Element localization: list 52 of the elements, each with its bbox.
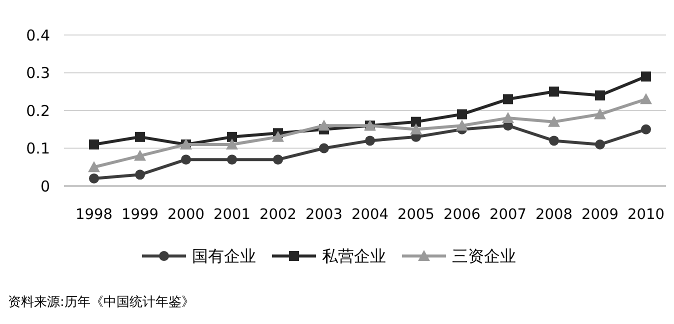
point bbox=[318, 120, 330, 131]
point bbox=[227, 132, 237, 142]
y-tick-label: 0.1 bbox=[26, 140, 50, 158]
point bbox=[641, 124, 651, 134]
x-tick-label: 2006 bbox=[444, 207, 480, 223]
y-tick-label: 0.2 bbox=[26, 102, 50, 120]
point bbox=[549, 136, 559, 146]
x-tick-label: 2010 bbox=[628, 207, 664, 223]
x-tick-label: 1998 bbox=[76, 207, 112, 223]
legend-label: 三资企业 bbox=[452, 246, 516, 266]
point bbox=[272, 130, 284, 142]
point bbox=[640, 93, 652, 104]
point bbox=[548, 116, 560, 127]
point bbox=[594, 108, 606, 120]
point bbox=[641, 72, 651, 82]
point bbox=[181, 154, 191, 165]
point bbox=[89, 173, 99, 184]
point bbox=[503, 94, 513, 104]
point bbox=[273, 154, 283, 165]
x-tick-label: 2001 bbox=[214, 207, 250, 223]
x-tick-label: 2002 bbox=[260, 207, 296, 223]
point bbox=[135, 132, 145, 142]
point bbox=[456, 120, 468, 131]
point bbox=[226, 138, 238, 150]
x-tick-label: 2003 bbox=[306, 207, 342, 223]
x-tick-label: 2007 bbox=[490, 207, 526, 223]
point bbox=[227, 154, 237, 165]
x-tick-label: 2008 bbox=[536, 207, 572, 223]
point bbox=[365, 136, 375, 146]
text: 资料来源:历年《中国统计年鉴》 bbox=[8, 295, 194, 310]
legend-label: 私营企业 bbox=[322, 246, 386, 266]
point bbox=[135, 170, 145, 180]
point bbox=[457, 109, 467, 120]
point bbox=[319, 143, 329, 154]
x-tick-label: 2009 bbox=[582, 207, 618, 223]
point bbox=[88, 161, 100, 172]
point bbox=[411, 116, 421, 127]
point bbox=[595, 90, 605, 100]
point bbox=[89, 139, 99, 150]
x-tick-label: 2005 bbox=[398, 207, 434, 223]
legend-label: 国有企业 bbox=[192, 246, 256, 266]
point bbox=[502, 112, 514, 124]
y-tick-label: 0 bbox=[40, 177, 50, 196]
y-tick-label: 0.4 bbox=[26, 26, 50, 44]
point bbox=[410, 123, 422, 134]
x-tick-label: 1999 bbox=[122, 207, 158, 223]
y-tick-label: 0.3 bbox=[26, 64, 50, 82]
x-tick-label: 2000 bbox=[168, 207, 204, 223]
x-tick-label: 2004 bbox=[352, 207, 388, 223]
point bbox=[549, 86, 559, 97]
point bbox=[595, 139, 605, 150]
point bbox=[134, 150, 146, 161]
